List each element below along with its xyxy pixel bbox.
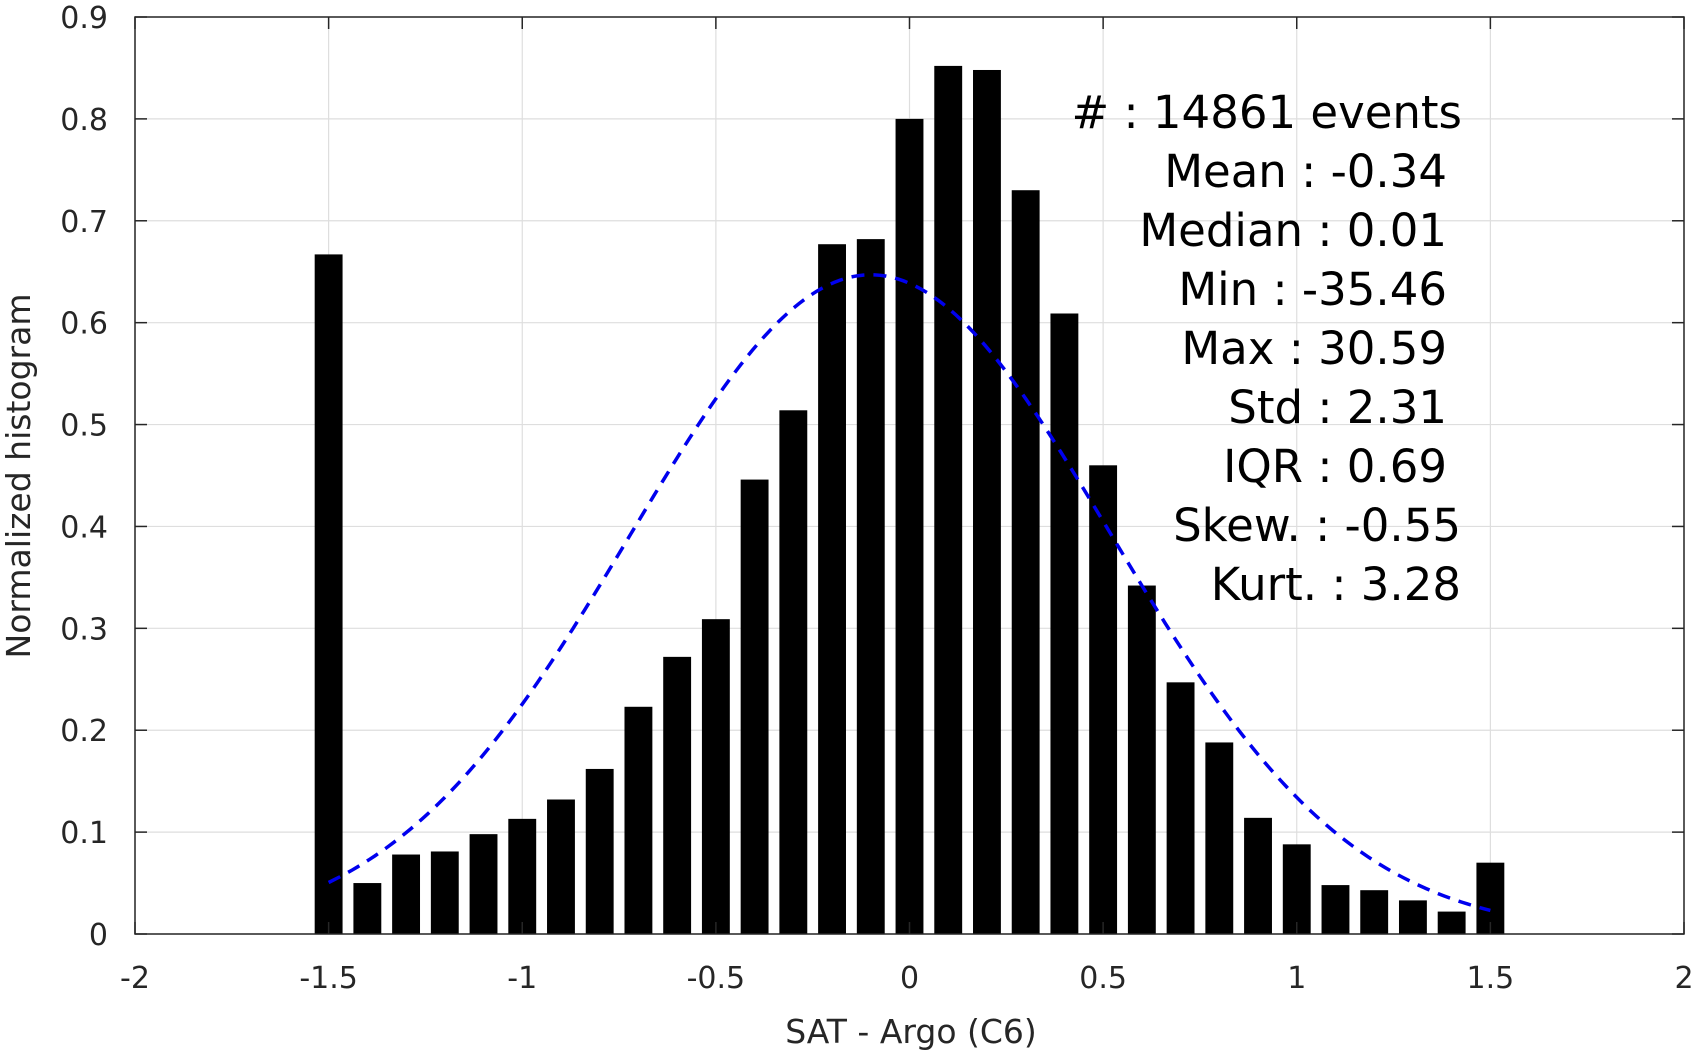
- x-tick-label: 2: [1674, 961, 1693, 996]
- x-tick-label: -0.5: [687, 961, 746, 996]
- histogram-bar: [392, 854, 421, 934]
- histogram-bar: [818, 244, 846, 934]
- x-tick-label: -1.5: [299, 961, 358, 996]
- histogram-bar: [1127, 585, 1156, 934]
- y-tick-label: 0.3: [60, 612, 108, 647]
- y-tick-label: 0.5: [60, 409, 108, 444]
- histogram-bar: [1360, 890, 1389, 934]
- histogram-bar: [1437, 911, 1466, 934]
- x-tick-label: -2: [120, 961, 150, 996]
- histogram-bar: [624, 706, 653, 934]
- normal-fit-curve: [327, 273, 1491, 913]
- histogram-bar: [1050, 313, 1079, 934]
- stats-line: IQR : 0.69: [1223, 440, 1447, 493]
- stats-line: Median : 0.01: [1139, 204, 1447, 257]
- histogram-bar: [1282, 844, 1311, 934]
- histogram-bars: [314, 65, 1505, 934]
- x-tick-label: -1: [507, 961, 537, 996]
- histogram-bar: [353, 883, 382, 934]
- x-axis-label: SAT - Argo (C6): [785, 1012, 1037, 1051]
- stats-line: Skew. : -0.55: [1173, 499, 1461, 552]
- x-tick-label: 0.5: [1079, 961, 1127, 996]
- histogram-bar: [663, 656, 692, 934]
- histogram-bar: [469, 834, 498, 934]
- histogram-bar: [856, 239, 885, 934]
- stats-line: # : 14861 events: [1071, 86, 1462, 139]
- histogram-bar: [1321, 885, 1350, 934]
- histogram-bar: [508, 818, 537, 934]
- histogram-bar: [430, 851, 459, 934]
- x-tick-label: 1.5: [1467, 961, 1515, 996]
- histogram-bar: [585, 768, 614, 934]
- x-tick-label: 1: [1287, 961, 1306, 996]
- stats-line: Std : 2.31: [1228, 381, 1447, 434]
- stats-line: Max : 30.59: [1181, 322, 1447, 375]
- x-axis-ticks: -2 -1.5 -1 -0.5 0 0.5 1 1.5 2: [120, 17, 1694, 996]
- y-tick-label: 0.4: [60, 510, 108, 545]
- stats-line: Mean : -0.34: [1164, 145, 1447, 198]
- histogram-bar: [740, 479, 769, 934]
- y-tick-label: 0.2: [60, 714, 108, 749]
- histogram-bar: [1089, 465, 1118, 934]
- histogram-bar: [1166, 682, 1195, 934]
- histogram-bar: [547, 799, 575, 934]
- y-tick-label: 0.1: [60, 816, 108, 851]
- y-axis-ticks: 0 0.1 0.2 0.3 0.4 0.5 0.6 0.7 0.8 0.9: [60, 1, 1684, 953]
- stats-line: Min : -35.46: [1178, 263, 1447, 316]
- histogram-bar: [779, 410, 808, 934]
- histogram-bar: [973, 69, 1001, 934]
- histogram-bar: [934, 65, 963, 934]
- y-tick-label: 0.6: [60, 307, 108, 342]
- histogram-bar: [1011, 190, 1040, 934]
- histogram-bar: [701, 619, 730, 934]
- x-tick-label: 0: [900, 961, 919, 996]
- histogram-bar: [1398, 900, 1427, 934]
- histogram-bar: [895, 118, 924, 934]
- y-tick-label: 0: [89, 918, 108, 953]
- y-tick-label: 0.8: [60, 103, 108, 138]
- y-tick-label: 0.9: [60, 1, 108, 36]
- statistics-annotation: # : 14861 events Mean : -0.34 Median : 0.0…: [1071, 86, 1462, 611]
- y-axis-label: Normalized histogram: [0, 294, 38, 659]
- y-tick-label: 0.7: [60, 205, 108, 240]
- histogram-bar: [1244, 817, 1272, 934]
- histogram-bar: [314, 254, 343, 934]
- stats-line: Kurt. : 3.28: [1211, 558, 1461, 611]
- histogram-bar: [1205, 742, 1234, 934]
